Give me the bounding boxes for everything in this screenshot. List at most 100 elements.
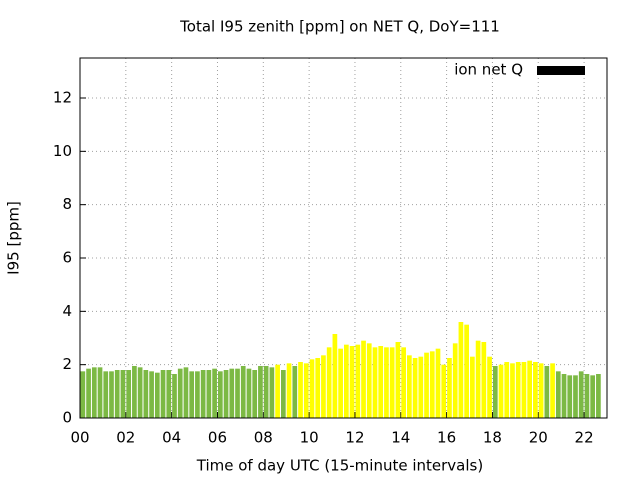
bar [510,363,515,418]
bar [492,366,498,418]
bar [137,367,143,418]
bar [435,348,441,418]
x-tick-label: 22 [575,429,594,447]
bar [418,356,424,418]
bar [544,366,550,418]
bar [464,324,469,418]
bar [498,364,504,418]
bar [252,370,258,418]
bar [143,370,149,418]
bar [212,368,217,418]
bar [378,346,384,418]
bar [177,368,183,418]
bar [292,366,298,418]
legend-swatch [537,66,585,75]
bar [447,358,452,418]
bar [487,356,492,418]
bar [344,344,349,418]
bar [200,370,206,418]
bar [561,374,567,418]
bar [280,370,286,418]
x-tick-label: 16 [437,429,456,447]
bar [120,370,126,418]
bar [550,363,555,418]
y-tick-label: 0 [62,409,72,427]
bar [349,346,355,418]
x-axis-label: Time of day UTC (15-minute intervals) [196,457,483,475]
x-tick-label: 08 [254,429,273,447]
y-tick-label: 10 [53,142,72,160]
bar [441,364,447,418]
bar [573,375,578,418]
bar [389,347,395,418]
bar [578,371,584,418]
chart-title: Total I95 zenith [ppm] on NET Q, DoY=111 [179,18,500,36]
x-tick-label: 10 [300,429,319,447]
bar [160,370,166,418]
bar [303,363,309,418]
bar [166,370,172,418]
bar [538,363,544,418]
x-tick-label: 12 [345,429,364,447]
bar [195,371,200,418]
x-tick-label: 20 [529,429,548,447]
bar [596,374,601,418]
y-tick-label: 6 [62,249,72,267]
bar [424,352,429,418]
bar [584,374,590,418]
bar [298,362,303,418]
x-tick-label: 02 [116,429,135,447]
y-tick-label: 2 [62,355,72,373]
x-tick-label: 00 [70,429,89,447]
bar [172,374,177,418]
bar [97,367,103,418]
bar [372,347,378,418]
bar [590,375,596,418]
y-axis-label: I95 [ppm] [5,201,23,275]
bar [91,367,97,418]
bar [412,358,418,418]
bar [103,371,109,418]
bar [217,371,223,418]
bar [229,368,235,418]
bar [286,363,292,418]
x-tick-label: 04 [162,429,181,447]
bar [458,322,464,418]
bar [235,368,240,418]
bar [355,344,361,418]
bar [126,370,132,418]
bar [206,370,212,418]
y-tick-label: 4 [62,302,72,320]
bar [567,375,573,418]
bar [326,347,332,418]
x-tick-label: 06 [208,429,227,447]
bar [309,359,315,418]
y-tick-label: 8 [62,195,72,213]
x-tick-label: 14 [391,429,410,447]
bar [109,371,114,418]
y-tick-label: 12 [53,89,72,107]
bar [452,343,458,418]
bar [521,362,527,418]
bar [275,364,280,418]
bar [114,370,120,418]
bar [240,366,246,418]
bar [223,370,229,418]
x-tick-label: 18 [483,429,502,447]
bar [470,356,475,418]
bar [401,347,406,418]
bar [154,372,160,418]
bar [481,342,487,418]
bar [384,347,389,418]
bar [315,358,321,418]
bar [80,371,86,418]
bar [86,368,91,418]
bar [321,355,326,418]
bar [361,340,366,418]
bar [504,362,510,418]
bar [555,371,561,418]
plot-border [79,57,608,419]
bar [407,355,412,418]
bar [429,351,435,418]
